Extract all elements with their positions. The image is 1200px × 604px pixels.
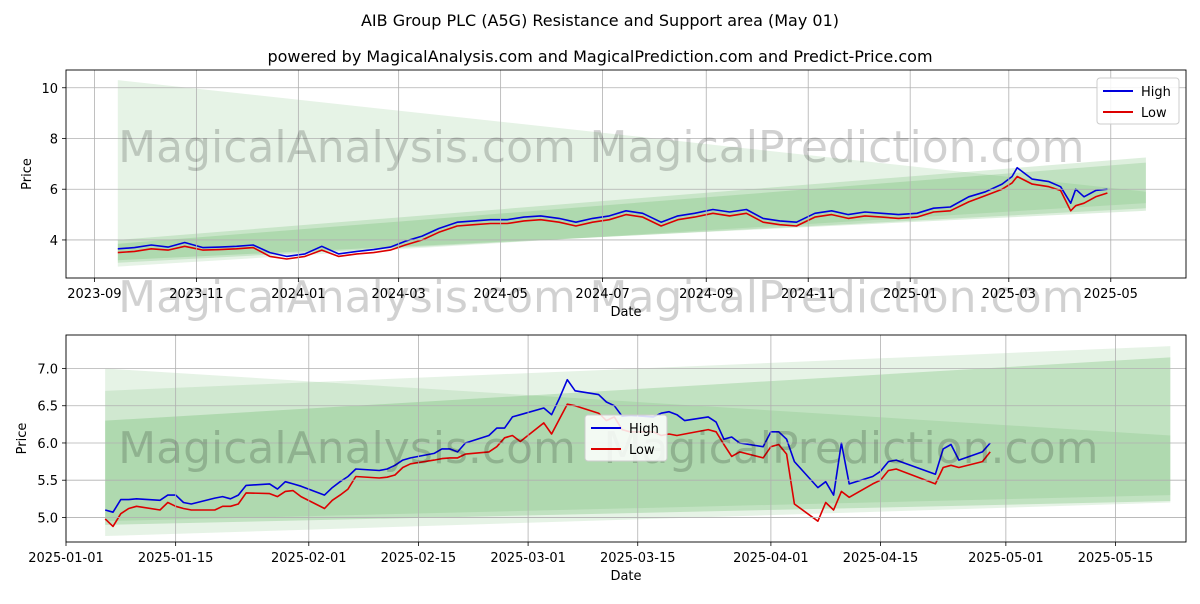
y-axis-label: Price: [15, 423, 30, 455]
band-1: [117, 157, 1146, 263]
bottom-panel: 2025-01-01 2025-01-15 2025-02-01 2025-02-15…: [15, 334, 1187, 584]
x-tick-label: 2025-01-01: [28, 551, 104, 566]
series-high-line: [104, 378, 991, 513]
x-axis-label: Date: [610, 569, 641, 584]
y-tick-label: 6.5: [37, 400, 58, 415]
plot-area: [117, 80, 1146, 267]
x-tick-label: 2024-07: [575, 287, 629, 302]
x-tick-label: 2024-03: [371, 287, 425, 302]
y-axis-label: Price: [20, 158, 35, 190]
top-panel: 2023-09 2023-11 2024-01 2024-03 2024-05 2024-…: [20, 69, 1187, 323]
legend-label-high: High: [629, 422, 659, 437]
y-tick-label: 10: [41, 82, 58, 97]
watermark: MagicalPrediction.com: [604, 423, 1099, 474]
x-tick-label: 2025-03: [982, 287, 1036, 302]
x-tick-label: 2025-02-15: [381, 551, 457, 566]
legend-label-low: Low: [1141, 106, 1167, 121]
x-tick-label: 2025-05-01: [968, 551, 1044, 566]
axes-frame: [65, 334, 1187, 543]
x-tick-label: 2025-05: [1084, 287, 1138, 302]
x-tick-label: 2025-04-15: [843, 551, 919, 566]
x-axis-label: Date: [610, 305, 641, 320]
y-tick-label: 5.0: [37, 511, 58, 526]
y-tick-label: 5.5: [37, 474, 58, 489]
grid: [66, 70, 1186, 278]
watermark: MagicalPrediction.com: [590, 272, 1085, 323]
y-tick-label: 4: [50, 234, 58, 249]
legend-label-high: High: [1141, 85, 1171, 100]
watermark: MagicalPrediction.com: [590, 122, 1085, 173]
x-tick-label: 2024-01: [271, 287, 325, 302]
y-tick-label: 7.0: [37, 363, 58, 378]
watermark: MagicalAnalysis.com: [118, 122, 576, 173]
x-tick-label: 2024-05: [473, 287, 527, 302]
x-tick-label: 2024-11: [781, 287, 835, 302]
watermark: MagicalAnalysis.com: [118, 272, 576, 323]
x-tick-label: 2025-02-01: [271, 551, 347, 566]
x-tick-label: 2023-09: [67, 287, 121, 302]
x-tick-label: 2025-03-01: [490, 551, 566, 566]
x-tick-label: 2025-05-15: [1078, 551, 1154, 566]
y-tick-label: 8: [50, 132, 58, 147]
x-tick-label: 2025-03-15: [600, 551, 676, 566]
x-tick-label: 2024-09: [679, 287, 733, 302]
series-high-line: [117, 166, 1108, 258]
x-tick-label: 2025-04-01: [733, 551, 809, 566]
x-tick-label: 2025-01-15: [138, 551, 214, 566]
legend: High Low: [1096, 77, 1180, 125]
x-tick-label: 2025-01: [883, 287, 937, 302]
y-tick-label: 6: [50, 183, 58, 198]
band-0: [117, 80, 1146, 267]
watermark: MagicalAnalysis.com: [118, 423, 576, 474]
series-low-line: [117, 175, 1108, 260]
axes-frame: [65, 69, 1187, 279]
legend-label-low: Low: [629, 443, 655, 458]
y-tick-label: 6.0: [37, 437, 58, 452]
legend: High Low: [584, 414, 668, 462]
x-tick-label: 2023-11: [169, 287, 223, 302]
series-low-line: [104, 403, 991, 528]
chart-subtitle: powered by MagicalAnalysis.com and Magic…: [267, 47, 932, 66]
chart-title: AIB Group PLC (A5G) Resistance and Suppo…: [361, 11, 839, 30]
